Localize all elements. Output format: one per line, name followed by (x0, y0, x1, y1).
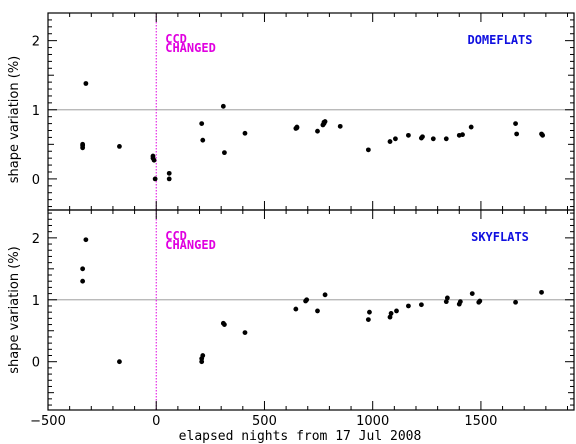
domeflats-ccd-label-line1: CCD (165, 32, 187, 46)
x-axis-tick-labels: −500 0 500 1000 1500 (30, 414, 497, 429)
domeflats-data-point (420, 134, 425, 140)
x-tick-label: 1500 (464, 414, 497, 429)
x-tick-label: 0 (152, 414, 160, 429)
domeflats-y-axis-label: shape variation (%) (7, 56, 22, 183)
skyflats-y-axis-label: shape variation (%) (7, 246, 22, 373)
x-tick-label: 500 (252, 414, 277, 429)
domeflats-data-point (152, 176, 158, 182)
skyflats-panel-label: SKYFLATS (471, 230, 529, 244)
skyflats-data-point (304, 297, 310, 303)
skyflats-data-point (365, 317, 371, 322)
domeflats-data-point (387, 139, 393, 144)
skyflats-data-point (293, 306, 299, 312)
skyflats-data-point (443, 299, 449, 305)
skyflats-data-point (457, 299, 463, 305)
skyflats-data-point (322, 292, 328, 298)
skyflats-plot-frame (47, 209, 575, 411)
x-axis-title: elapsed nights from 17 Jul 2008 (179, 429, 422, 444)
domeflats-data-point (460, 132, 465, 138)
domeflats-data-point (514, 131, 520, 137)
skyflats-y-tick-label: 2 (32, 232, 40, 247)
domeflats-data-point (220, 103, 226, 109)
skyflats-data-point (315, 308, 320, 314)
skyflats-data-point (367, 309, 372, 315)
domeflats-data-point (222, 150, 227, 156)
skyflats-data-point (418, 302, 424, 308)
skyflats-ccd-label-line1: CCD (165, 229, 187, 243)
domeflats-data-point (151, 157, 157, 163)
skyflats-data-point (513, 299, 518, 305)
skyflats-data-point (539, 289, 544, 295)
skyflats-data-point (477, 298, 483, 304)
skyflats-data-point (394, 308, 399, 314)
skyflats-data-point (80, 278, 86, 284)
domeflats-data-point (322, 119, 328, 124)
domeflats-data-point (80, 141, 86, 147)
domeflats-data-point (166, 170, 172, 176)
skyflats-data-point (80, 266, 86, 272)
domeflats-y-tick-label: 1 (32, 104, 40, 119)
domeflats-data-point (83, 81, 89, 86)
x-tick-label: −500 (30, 414, 66, 429)
domeflats-y-tick-label: 2 (32, 35, 40, 50)
domeflats-ticks: 0 1 2 (32, 12, 574, 210)
skyflats-data-point (117, 359, 122, 365)
skyflats-data-point (444, 295, 450, 301)
skyflats-y-tick-label: 1 (32, 294, 40, 309)
domeflats-data-point (294, 124, 300, 130)
skyflats-points (80, 237, 544, 365)
skyflats-data-point (83, 237, 89, 243)
domeflats-data-point (315, 128, 320, 134)
skyflats-data-point (242, 330, 248, 336)
domeflats-data-point (393, 136, 398, 142)
skyflats-data-point (200, 353, 206, 358)
skyflats-panel: 0 1 2 shape variation (%) SKYFLATS CCD CHA… (7, 209, 575, 411)
skyflats-ticks: 0 1 2 (32, 210, 574, 410)
domeflats-data-point (443, 136, 449, 142)
domeflats-data-point (337, 123, 343, 129)
domeflats-data-point (200, 137, 206, 143)
skyflats-data-point (406, 303, 411, 309)
domeflats-points (80, 81, 546, 182)
skyflats-data-point (387, 314, 393, 320)
skyflats-ccd-label-line2: CHANGED (165, 238, 216, 252)
domeflats-data-point (513, 121, 518, 126)
domeflats-data-point (150, 153, 156, 159)
domeflats-data-point (406, 132, 411, 138)
domeflats-data-point (540, 132, 546, 138)
domeflats-data-point (117, 144, 122, 149)
domeflats-data-point (430, 136, 436, 142)
skyflats-data-point (222, 322, 227, 327)
domeflats-data-point (242, 130, 248, 136)
domeflats-panel-label: DOMEFLATS (467, 33, 532, 47)
skyflats-data-point (388, 311, 394, 316)
skyflats-data-point (469, 291, 475, 296)
domeflats-data-point (468, 124, 474, 130)
domeflats-data-point (166, 176, 172, 182)
skyflats-y-tick-label: 0 (32, 356, 40, 371)
domeflats-data-point (199, 121, 205, 126)
x-tick-label: 1000 (356, 414, 389, 429)
domeflats-y-tick-label: 0 (32, 173, 40, 188)
domeflats-ccd-label-line2: CHANGED (165, 41, 216, 55)
domeflats-data-point (365, 147, 371, 153)
